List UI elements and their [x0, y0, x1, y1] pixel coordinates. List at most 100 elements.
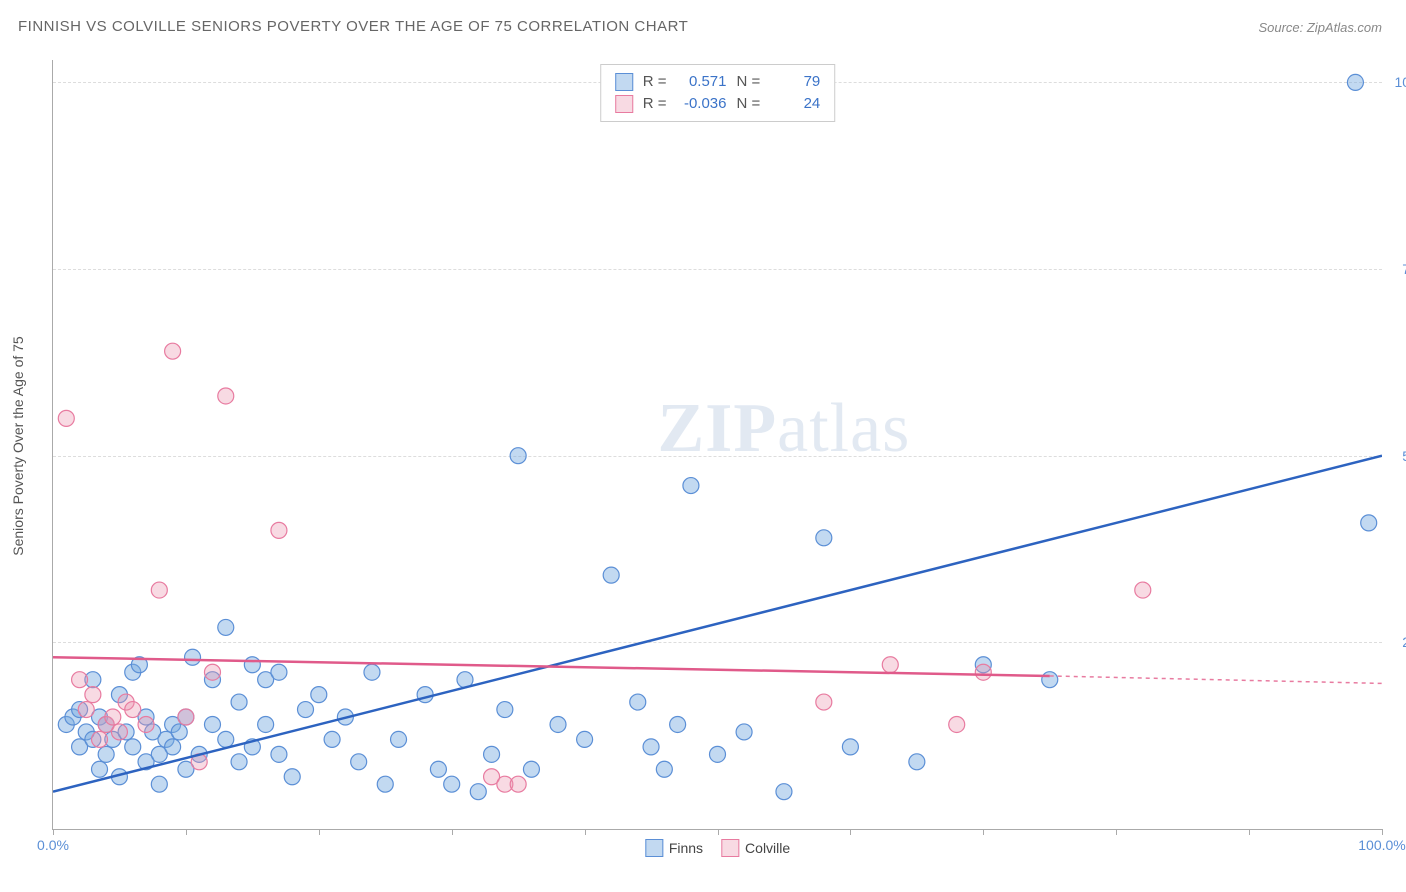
swatch-blue-icon [615, 73, 633, 91]
x-tick [1249, 829, 1250, 835]
trend-line [53, 456, 1382, 792]
data-point [1347, 74, 1363, 90]
data-point [72, 672, 88, 688]
data-point [776, 784, 792, 800]
data-point [710, 746, 726, 762]
x-tick-label: 100.0% [1358, 837, 1405, 853]
y-tick-label: 100.0% [1395, 74, 1406, 90]
data-point [656, 761, 672, 777]
data-point [351, 754, 367, 770]
data-point [178, 709, 194, 725]
data-point [643, 739, 659, 755]
data-point [470, 784, 486, 800]
plot-area: ZIPatlas R = 0.571 N = 79 R = -0.036 N =… [52, 60, 1382, 830]
source-label: Source: [1258, 20, 1306, 35]
data-point [98, 746, 114, 762]
data-point [111, 724, 127, 740]
data-point [683, 478, 699, 494]
data-point [92, 761, 108, 777]
x-tick [983, 829, 984, 835]
data-point [271, 664, 287, 680]
data-point [78, 702, 94, 718]
trend-line [53, 657, 1050, 676]
x-tick [319, 829, 320, 835]
data-point [298, 702, 314, 718]
data-point [151, 582, 167, 598]
data-point [58, 410, 74, 426]
data-point [105, 709, 121, 725]
x-tick [53, 829, 54, 835]
y-tick-label: 50.0% [1402, 448, 1406, 464]
data-point [284, 769, 300, 785]
data-point [271, 522, 287, 538]
data-point [231, 694, 247, 710]
data-point [171, 724, 187, 740]
data-point [311, 687, 327, 703]
data-point [577, 731, 593, 747]
data-point [204, 664, 220, 680]
legend-label-finns: Finns [669, 840, 703, 856]
data-point [1135, 582, 1151, 598]
series-legend: Finns Colville [645, 839, 790, 857]
data-point [630, 694, 646, 710]
source-attribution: Source: ZipAtlas.com [1258, 20, 1382, 35]
r-label: R = [643, 93, 667, 115]
data-point [377, 776, 393, 792]
data-point [218, 619, 234, 635]
y-axis-label: Seniors Poverty Over the Age of 75 [10, 336, 26, 555]
data-point [364, 664, 380, 680]
data-point [1361, 515, 1377, 531]
data-point [603, 567, 619, 583]
data-point [510, 776, 526, 792]
data-point [218, 388, 234, 404]
legend-row-colville: R = -0.036 N = 24 [615, 93, 821, 115]
x-tick [186, 829, 187, 835]
y-tick-label: 25.0% [1402, 634, 1406, 650]
r-value-colville: -0.036 [677, 93, 727, 115]
data-point [484, 746, 500, 762]
data-point [909, 754, 925, 770]
data-point [204, 716, 220, 732]
n-value-colville: 24 [770, 93, 820, 115]
data-point [510, 448, 526, 464]
n-label: N = [737, 71, 761, 93]
data-point [1042, 672, 1058, 688]
n-value-finns: 79 [770, 71, 820, 93]
data-point [258, 716, 274, 732]
scatter-svg [53, 60, 1382, 829]
data-point [125, 739, 141, 755]
data-point [231, 754, 247, 770]
data-point [165, 343, 181, 359]
legend-row-finns: R = 0.571 N = 79 [615, 71, 821, 93]
x-tick [850, 829, 851, 835]
data-point [816, 530, 832, 546]
x-tick [585, 829, 586, 835]
data-point [92, 731, 108, 747]
data-point [244, 657, 260, 673]
swatch-pink-icon [615, 95, 633, 113]
data-point [523, 761, 539, 777]
n-label: N = [737, 93, 761, 115]
correlation-legend: R = 0.571 N = 79 R = -0.036 N = 24 [600, 64, 836, 122]
legend-item-finns: Finns [645, 839, 703, 857]
data-point [218, 731, 234, 747]
data-point [324, 731, 340, 747]
data-point [816, 694, 832, 710]
legend-label-colville: Colville [745, 840, 790, 856]
legend-item-colville: Colville [721, 839, 790, 857]
chart-title: FINNISH VS COLVILLE SENIORS POVERTY OVER… [18, 18, 688, 35]
y-tick-label: 75.0% [1402, 261, 1406, 277]
swatch-blue-icon [645, 839, 663, 857]
data-point [125, 702, 141, 718]
data-point [165, 739, 181, 755]
data-point [138, 716, 154, 732]
x-tick-label: 0.0% [37, 837, 69, 853]
data-point [271, 746, 287, 762]
trend-line-extrapolated [1050, 676, 1382, 683]
data-point [151, 776, 167, 792]
data-point [430, 761, 446, 777]
data-point [391, 731, 407, 747]
source-value: ZipAtlas.com [1307, 20, 1382, 35]
data-point [842, 739, 858, 755]
data-point [882, 657, 898, 673]
